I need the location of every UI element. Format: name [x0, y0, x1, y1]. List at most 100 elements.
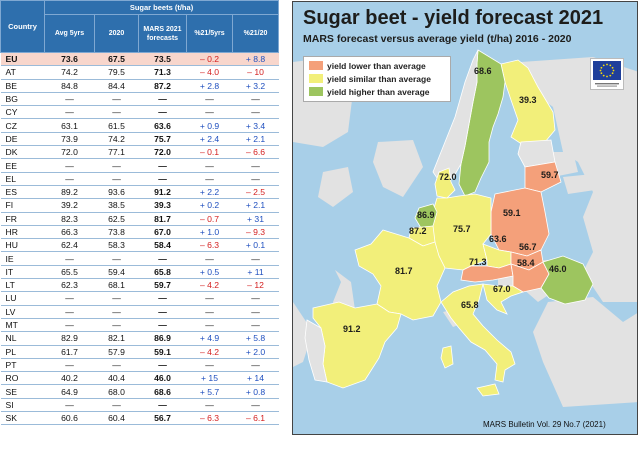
cell-avg: —: [44, 92, 95, 107]
cell-country: EU: [0, 52, 45, 67]
cell-country: AT: [0, 65, 45, 80]
cell-forecast: 73.5: [138, 52, 187, 67]
cell-2020: 59.4: [94, 265, 139, 280]
cell-pct-20: —: [232, 172, 279, 186]
cell-pct-5yrs: —: [186, 358, 233, 373]
cell-2020: —: [94, 105, 139, 120]
cell-pct-20: —: [232, 305, 279, 319]
cell-2020: 68.1: [94, 278, 139, 293]
cell-forecast: 81.7: [138, 212, 187, 226]
cell-pct-5yrs: —: [186, 251, 233, 266]
cell-avg: 65.5: [44, 265, 95, 280]
cell-avg: 62.4: [44, 238, 95, 253]
region-IT-sicily: [476, 383, 500, 397]
table-row: PL 61.7 57.9 59.1– 4.2 + 2.0: [0, 345, 279, 359]
map-value-SK: 56.7: [519, 242, 537, 252]
cell-country: ES: [0, 185, 45, 200]
cell-country: EE: [0, 158, 45, 173]
cell-forecast: —: [138, 172, 187, 186]
cell-country: DE: [0, 132, 45, 147]
cell-pct-5yrs: + 2.8: [186, 79, 233, 93]
cell-pct-5yrs: – 4.2: [186, 278, 233, 293]
map-value-CZ: 63.6: [489, 234, 507, 244]
cell-forecast: 67.0: [138, 225, 187, 240]
cell-pct-5yrs: + 15: [186, 371, 233, 386]
cell-2020: —: [94, 398, 139, 413]
table-row: SK 60.6 60.4 56.7– 6.3– 6.1: [0, 411, 279, 426]
cell-pct-20: —: [232, 251, 279, 266]
cell-forecast: 46.0: [138, 371, 187, 386]
map-value-RO: 46.0: [549, 264, 567, 274]
cell-pct-20: —: [232, 291, 279, 306]
cell-2020: 79.5: [94, 65, 139, 80]
cell-2020: 84.4: [94, 79, 139, 93]
cell-2020: —: [94, 358, 139, 373]
cell-avg: —: [44, 251, 95, 266]
cell-pct-20: – 9.3: [232, 225, 279, 240]
cell-forecast: 63.6: [138, 118, 187, 133]
cell-pct-20: + 2.0: [232, 345, 279, 359]
cell-pct-20: —: [232, 398, 279, 413]
map-value-NL: 86.9: [417, 210, 435, 220]
table-row: EU 73.6 67.5 73.5– 0.2 + 8.8: [0, 52, 279, 67]
region-LT: [524, 161, 562, 193]
map-value-DK: 72.0: [439, 172, 457, 182]
cell-country: CY: [0, 105, 45, 120]
cell-country: FI: [0, 198, 45, 213]
table-row: LU — — — — —: [0, 291, 279, 306]
cell-pct-20: —: [232, 105, 279, 120]
col-header-avg: Avg 5yrs: [44, 14, 95, 53]
cell-forecast: 91.2: [138, 185, 187, 200]
cell-country: LT: [0, 278, 45, 293]
bulletin-source: MARS Bulletin Vol. 29 No.7 (2021): [483, 420, 606, 429]
cell-2020: —: [94, 251, 139, 266]
cell-pct-5yrs: – 6.3: [186, 411, 233, 426]
cell-pct-20: + 5.8: [232, 331, 279, 346]
cell-country: NL: [0, 331, 45, 346]
map-value-SE: 68.6: [474, 66, 492, 76]
cell-pct-5yrs: – 4.0: [186, 65, 233, 80]
legend-item-lower: yield lower than average: [309, 60, 426, 72]
cell-country: LU: [0, 291, 45, 306]
cell-pct-20: – 12: [232, 278, 279, 293]
eu-flag-logo: [590, 58, 624, 90]
cell-country: DK: [0, 145, 45, 160]
region-IT: [440, 283, 516, 383]
cell-forecast: 59.7: [138, 278, 187, 293]
table-row: CZ 63.1 61.5 63.6 + 0.9 + 3.4: [0, 118, 279, 133]
cell-forecast: 59.1: [138, 345, 187, 359]
cell-pct-20: + 3.4: [232, 118, 279, 133]
col-header-2020: 2020: [94, 14, 139, 53]
table-row: EE — — — — —: [0, 158, 279, 173]
cell-forecast: —: [138, 358, 187, 373]
cell-pct-20: —: [232, 358, 279, 373]
cell-pct-20: —: [232, 158, 279, 173]
table-row: RO 40.2 40.4 46.0 + 15 + 14: [0, 371, 279, 386]
cell-forecast: 72.0: [138, 145, 187, 160]
cell-pct-5yrs: + 0.2: [186, 198, 233, 213]
cell-pct-20: —: [232, 92, 279, 107]
legend-swatch-higher: [309, 87, 323, 96]
legend: yield lower than average yield similar t…: [303, 56, 451, 102]
cell-avg: 61.7: [44, 345, 95, 359]
table-row: AT 74.2 79.5 71.3– 4.0– 10: [0, 65, 279, 80]
cell-forecast: —: [138, 92, 187, 107]
cell-pct-5yrs: —: [186, 105, 233, 120]
cell-country: HU: [0, 238, 45, 253]
table-row: MT — — — — —: [0, 318, 279, 333]
legend-label-similar: yield similar than average: [327, 74, 431, 84]
map-value-BE: 87.2: [409, 226, 427, 236]
cell-country: HR: [0, 225, 45, 240]
cell-2020: —: [94, 291, 139, 306]
table-row: HR 66.3 73.8 67.0 + 1.0– 9.3: [0, 225, 279, 240]
cell-forecast: 56.7: [138, 411, 187, 426]
cell-forecast: 86.9: [138, 331, 187, 346]
table-row: EL — — — — —: [0, 172, 279, 186]
cell-forecast: 68.6: [138, 384, 187, 399]
table-row: LV — — — — —: [0, 305, 279, 319]
cell-2020: —: [94, 318, 139, 333]
cell-pct-5yrs: – 0.2: [186, 52, 233, 67]
table-row: LT 62.3 68.1 59.7– 4.2– 12: [0, 278, 279, 293]
cell-pct-20: – 2.5: [232, 185, 279, 200]
map-value-HU: 58.4: [517, 258, 535, 268]
